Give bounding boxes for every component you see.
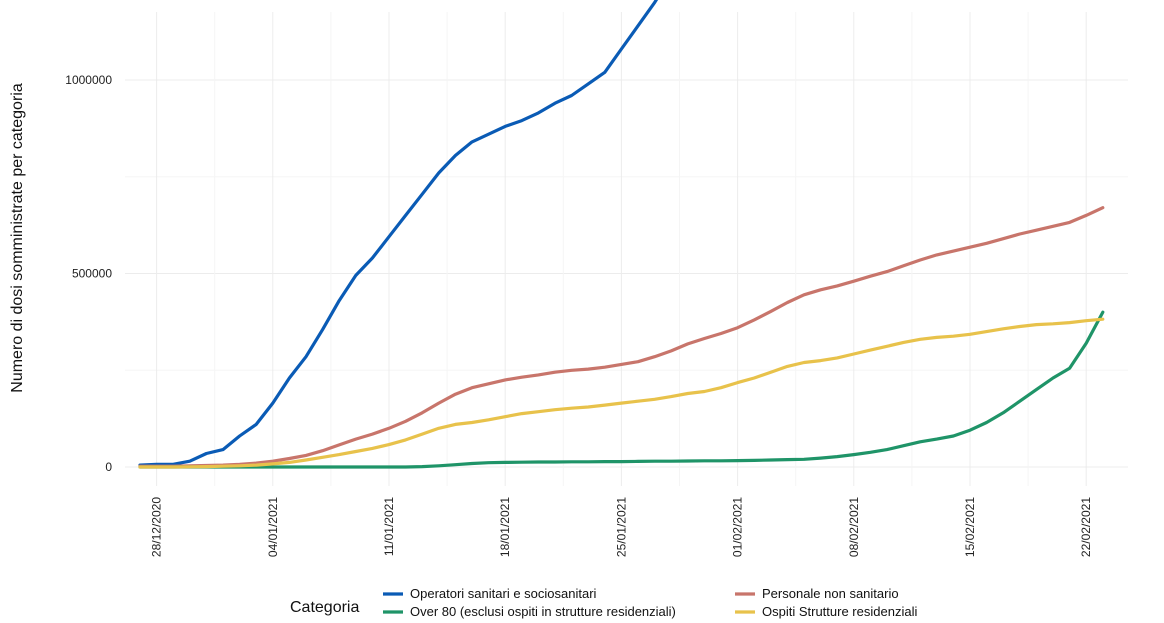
legend-label-1: Personale non sanitario bbox=[762, 586, 899, 601]
x-tick-label: 28/12/2020 bbox=[150, 497, 164, 557]
x-tick-label: 15/02/2021 bbox=[963, 497, 977, 557]
y-axis-label: Numero di dosi somministrate per categor… bbox=[9, 83, 26, 393]
legend-label-0: Operatori sanitari e sociosanitari bbox=[410, 586, 597, 601]
x-tick-label: 01/02/2021 bbox=[731, 497, 745, 557]
legend-label-3: Ospiti Strutture residenziali bbox=[762, 604, 917, 619]
y-tick-label: 1000000 bbox=[65, 73, 112, 87]
grid bbox=[125, 12, 1128, 486]
series-line-2 bbox=[138, 310, 1105, 469]
legend-title: Categoria bbox=[290, 599, 359, 616]
y-tick-label: 500000 bbox=[72, 267, 112, 281]
y-tick-label: 0 bbox=[105, 460, 112, 474]
x-tick-label: 08/02/2021 bbox=[847, 497, 861, 557]
series-lines bbox=[138, 0, 1105, 469]
x-tick-labels: 28/12/2020 04/01/2021 11/01/2021 18/01/2021… bbox=[150, 497, 1094, 557]
x-tick-label: 04/01/2021 bbox=[266, 497, 280, 557]
series-line-1 bbox=[138, 206, 1105, 468]
legend-label-2: Over 80 (esclusi ospiti in strutture res… bbox=[410, 604, 676, 619]
x-tick-label: 22/02/2021 bbox=[1079, 497, 1093, 557]
legend: Categoria Operatori sanitari e sociosani… bbox=[290, 586, 917, 619]
series-line-3 bbox=[138, 317, 1105, 469]
x-tick-label: 11/01/2021 bbox=[382, 497, 396, 556]
x-tick-label: 25/01/2021 bbox=[614, 497, 628, 557]
series-line-0 bbox=[138, 0, 659, 467]
x-tick-label: 18/01/2021 bbox=[498, 497, 512, 557]
y-tick-labels: 0500000100000015000002000000 bbox=[65, 73, 112, 474]
